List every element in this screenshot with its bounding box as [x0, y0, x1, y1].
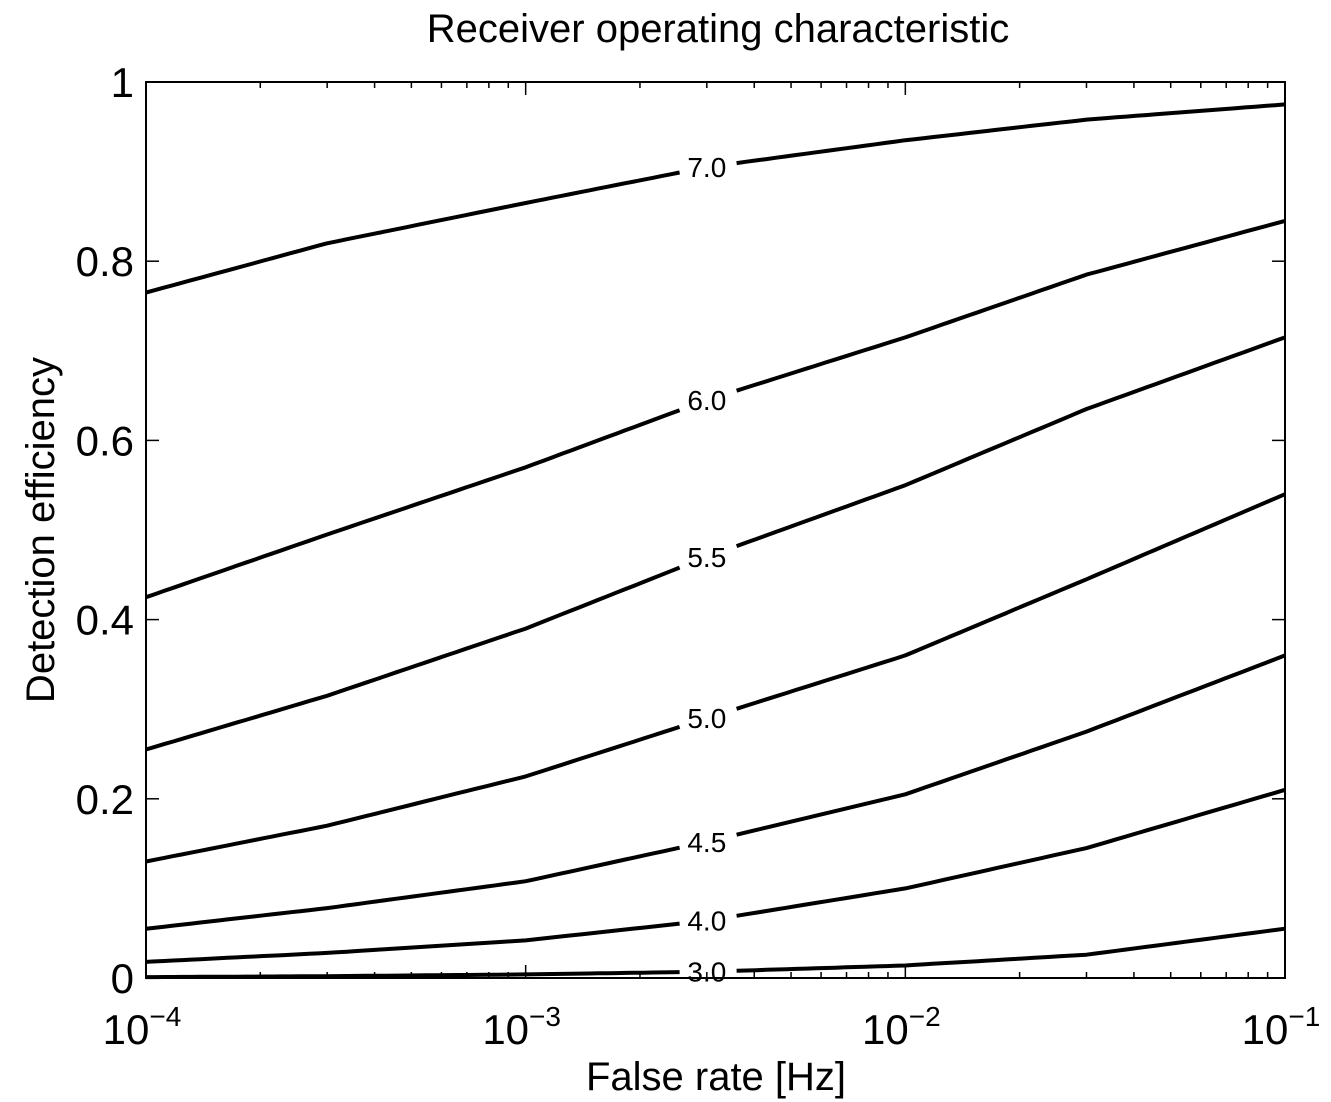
- x-tick-label: 10−3: [482, 1001, 561, 1053]
- x-axis-label: False rate [Hz]: [586, 1055, 846, 1099]
- axes-frame: [145, 81, 1286, 979]
- series-line-4.0: [736, 787, 1286, 918]
- series-line-6.0: [735, 218, 1286, 393]
- series-label: 4.0: [687, 906, 726, 937]
- y-tick-label: 0.8: [76, 238, 134, 285]
- plot-area: 10−4 10−3 10−2 10−1 0 0.2 0.4 0.6 0.8 1 7.0 6.0 5.5 5…: [76, 59, 1321, 1053]
- y-tick-label: 0.4: [76, 597, 134, 644]
- series-label: 4.5: [687, 827, 726, 858]
- series-line-3.0: [146, 970, 680, 980]
- series-line-7.0: [736, 102, 1286, 166]
- series-line-5.0: [735, 492, 1286, 711]
- series-label: 5.5: [687, 542, 726, 573]
- chart-title: Receiver operating characteristic: [427, 7, 1009, 51]
- series-line-5.5: [735, 335, 1286, 548]
- y-tick-label: 1: [111, 59, 134, 106]
- series-line-4.5: [145, 845, 681, 931]
- series-line-5.5: [145, 565, 681, 752]
- series-line-3.0: [736, 926, 1286, 973]
- y-tick-label: 0.2: [76, 776, 134, 823]
- series-label: 5.0: [687, 703, 726, 734]
- series-line-7.0: [145, 170, 680, 295]
- series-line-4.5: [736, 653, 1286, 837]
- x-tick-label: 10−2: [862, 1001, 941, 1053]
- series-label: 3.0: [687, 957, 726, 988]
- series-line-4.0: [145, 921, 680, 964]
- y-tick-label: 0.6: [76, 417, 134, 464]
- series-label: 7.0: [687, 152, 726, 183]
- x-tick-label: 10−1: [1242, 1001, 1321, 1053]
- x-tick-label: 10−4: [103, 1001, 182, 1053]
- series-label: 6.0: [687, 385, 726, 416]
- y-tick-label: 0: [111, 955, 134, 1002]
- series-line-5.0: [145, 724, 681, 864]
- y-axis-label: Detection efficiency: [19, 357, 63, 703]
- series-line-6.0: [145, 408, 681, 600]
